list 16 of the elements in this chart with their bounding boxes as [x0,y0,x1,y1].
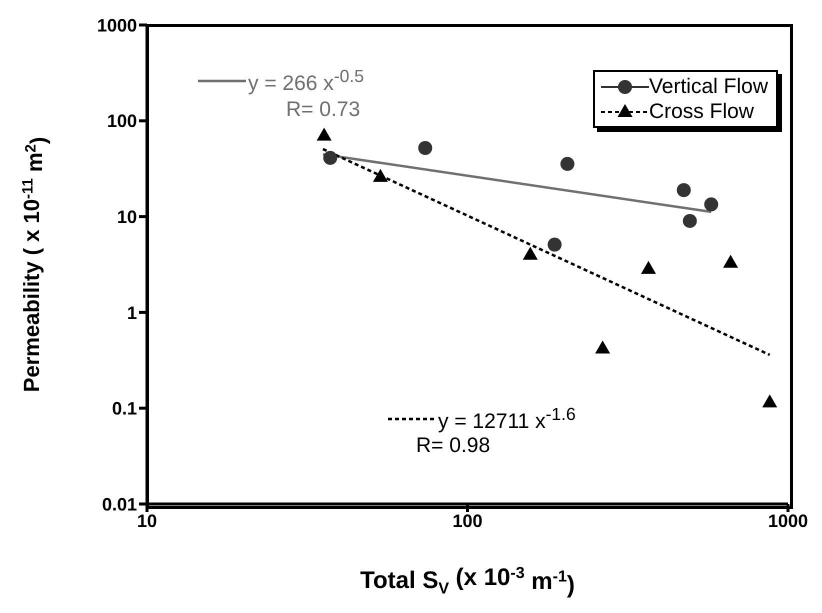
y-tick-label: 1 [126,302,137,323]
x-tick-label: 10 [136,510,158,531]
y-tick-label: 1000 [96,15,137,36]
y-tick-label: 0.01 [102,494,137,514]
y-tick-label: 100 [106,111,137,132]
x-tick-label: 1000 [768,510,808,531]
annotation: y = 266 x$^{-0.5}$ [248,66,364,96]
y-tick-label: 0.1 [112,398,137,419]
legend-label: Cross Flow [648,99,754,124]
annotation: y = 12711 x$^{-1.6}$ [438,404,576,434]
legend-label: Vertical Flow [648,74,768,99]
annotation: R= 0.73 [286,98,360,122]
y-tick-label: 10 [116,206,137,227]
x-axis-title: Total S$_{V}$ (x 10$^{-3}$ m$^{-1}$) [360,564,575,598]
x-tick-label: 100 [452,510,483,531]
annotation: R= 0.98 [416,434,490,458]
